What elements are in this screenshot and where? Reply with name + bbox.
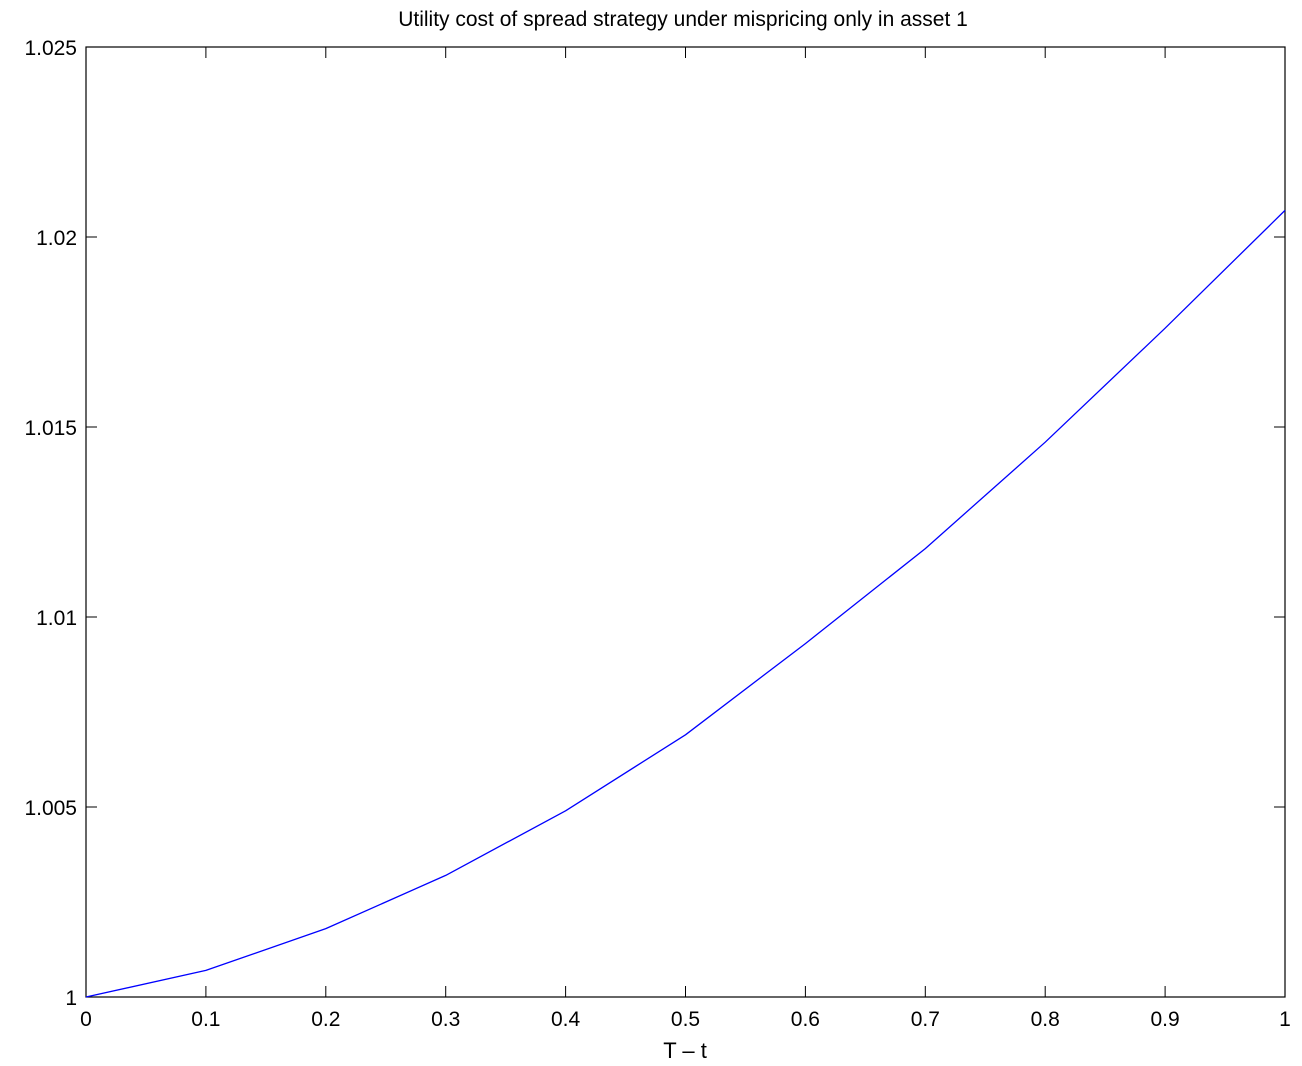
x-tick-label: 0.2 (311, 1008, 340, 1031)
x-tick-label: 0.6 (791, 1008, 820, 1031)
x-axis: 0 0.1 0.2 0.3 0.4 0.5 0.6 0.7 0.8 0.9 1 (80, 47, 1291, 1031)
x-tick-label: 0.7 (911, 1008, 940, 1031)
x-tick-label: 0.8 (1031, 1008, 1060, 1031)
x-tick-label: 0.4 (551, 1008, 581, 1031)
x-tick-label: 0.5 (671, 1008, 700, 1031)
y-axis: 1 1.005 1.01 1.015 1.02 1.025 (24, 37, 1285, 1010)
x-tick-label: 0 (80, 1008, 92, 1031)
series-layer (85, 209, 1286, 998)
x-axis-label: T – t (663, 1038, 707, 1063)
x-tick-label: 0.3 (431, 1008, 460, 1031)
y-tick-label: 1.025 (24, 37, 77, 60)
y-tick-label: 1 (65, 987, 77, 1010)
y-tick-label: 1.02 (36, 227, 77, 250)
y-tick-label: 1.005 (24, 797, 77, 820)
y-tick-label: 1.015 (24, 417, 77, 440)
x-tick-label: 1 (1279, 1008, 1291, 1031)
x-tick-label: 0.9 (1150, 1008, 1179, 1031)
plot-area-frame (85, 46, 1286, 998)
series-line (85, 209, 1286, 998)
chart-title: Utility cost of spread strategy under mi… (398, 8, 968, 31)
y-tick-label: 1.01 (36, 607, 77, 630)
x-tick-label: 0.1 (191, 1008, 220, 1031)
